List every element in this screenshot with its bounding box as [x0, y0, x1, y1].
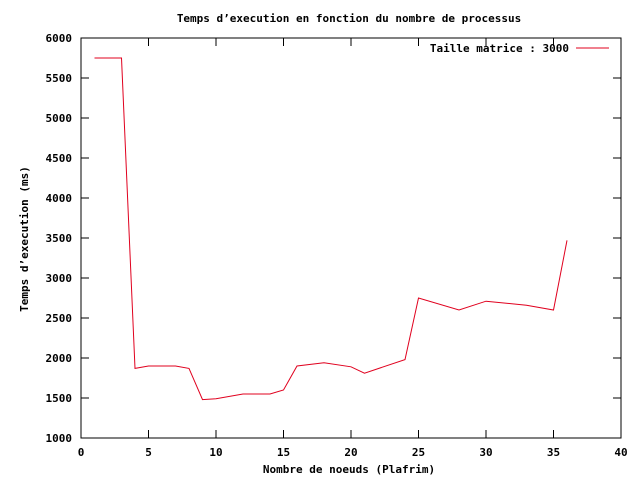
legend: Taille matrice : 3000	[430, 42, 609, 55]
y-tick-label: 2000	[46, 352, 73, 365]
series-layer	[94, 57, 568, 401]
x-tick-label: 10	[209, 446, 222, 459]
y-tick-label: 1500	[46, 392, 73, 405]
legend-label: Taille matrice : 3000	[430, 42, 569, 55]
x-axis-label: Nombre de noeuds (Plafrim)	[263, 463, 435, 476]
x-axis: 0 5 10 15 20 25 30 35 40	[78, 38, 628, 459]
x-tick-label: 20	[344, 446, 357, 459]
y-tick-label: 1000	[46, 432, 73, 445]
y-tick-label: 4000	[46, 192, 73, 205]
y-tick-label: 5000	[46, 112, 73, 125]
y-tick-label: 6000	[46, 32, 73, 45]
chart-title: Temps d’execution en fonction du nombre …	[177, 12, 521, 25]
y-tick-label: 3000	[46, 272, 73, 285]
y-axis: 1000 1500 2000 2500 3000 3500 4000 4500 5000 5500…	[46, 32, 621, 445]
plot-frame	[80, 37, 622, 439]
x-tick-label: 5	[145, 446, 152, 459]
y-tick-label: 3500	[46, 232, 73, 245]
y-tick-label: 4500	[46, 152, 73, 165]
y-tick-label: 5500	[46, 72, 73, 85]
series-line	[94, 57, 568, 401]
x-tick-label: 30	[479, 446, 492, 459]
y-axis-label: Temps d’execution (ms)	[18, 166, 31, 312]
x-tick-label: 15	[277, 446, 290, 459]
x-tick-label: 0	[78, 446, 85, 459]
x-tick-label: 25	[412, 446, 425, 459]
y-tick-label: 2500	[46, 312, 73, 325]
x-tick-label: 35	[547, 446, 560, 459]
x-tick-label: 40	[614, 446, 627, 459]
